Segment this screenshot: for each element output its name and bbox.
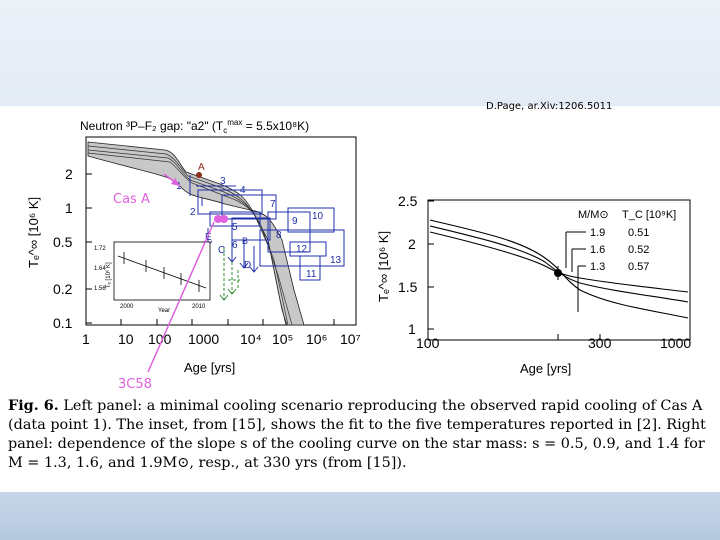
right-panel: 2.5 2 1.5 1 Tₑ^∞ [10⁶ K] 100 300 1000 Ag… [376, 193, 691, 376]
threec58-marker [220, 215, 228, 223]
right-y-ticks: 2.5 2 1.5 1 [398, 193, 434, 337]
data-point-label: C [218, 245, 225, 256]
cooling-curve [87, 152, 293, 326]
data-point-label: 6 [232, 240, 238, 251]
data-point-label: 4 [240, 185, 246, 196]
right-y-tick-label: 1 [408, 321, 416, 337]
inset-x-tick-label: 2000 [120, 304, 134, 310]
citation-text: D.Page, ar.Xiv:1206.5011 [486, 101, 613, 112]
threec58-arrow [147, 221, 215, 373]
cas-a-annotation: Cas A [113, 192, 150, 207]
data-point-label: 9 [292, 216, 298, 227]
left-x-tick-label: 1 [82, 331, 90, 347]
right-x-ticks: 100 300 1000 [416, 334, 691, 351]
slide-footer-band [0, 492, 720, 540]
right-legend: M/M⊙ T_C [10⁹K] 1.9 0.51 1.6 0.52 1.3 0.… [565, 209, 676, 312]
data-box [299, 255, 321, 281]
data-point-label: 1 [176, 181, 182, 192]
data-point-label: 5 [232, 222, 238, 233]
left-y-axis-label: Tₑ^∞ [10⁶ K] [26, 197, 41, 268]
data-point-label: 11 [306, 269, 317, 280]
data-point-label: E [205, 232, 212, 243]
legend-tc: 0.57 [628, 261, 649, 273]
right-y-tick-label: 2.5 [398, 193, 418, 209]
data-box [197, 189, 263, 215]
left-x-tick-label: 10⁴ [240, 331, 262, 347]
right-plot-frame [427, 199, 691, 341]
right-y-tick-label: 2 [408, 236, 416, 252]
left-y-tick-label: 0.1 [53, 315, 73, 331]
inset-x-tick-label: 2010 [192, 304, 206, 310]
legend-header-mass: M/M⊙ [578, 209, 609, 221]
threec58-annotation: 3C58 [118, 377, 152, 392]
left-x-tick-label: 1000 [188, 331, 219, 347]
left-x-tick-label: 10⁷ [340, 331, 361, 347]
right-x-tick-label: 100 [416, 335, 440, 351]
data-point-label: B [242, 236, 248, 246]
data-point-label: 13 [330, 255, 342, 266]
legend-tc: 0.52 [628, 244, 649, 256]
data-box [221, 194, 277, 220]
data-box [231, 217, 271, 241]
legend-mass: 1.6 [590, 244, 605, 256]
inset-y-tick-label: 1.64 [94, 266, 106, 272]
legend-mass: 1.3 [590, 261, 605, 273]
figure-caption: Fig. 6. Left panel: a minimal cooling sc… [8, 396, 712, 473]
left-x-tick-label: 10⁶ [306, 331, 327, 347]
upper-limits [203, 228, 259, 273]
right-x-tick-label: 300 [588, 335, 612, 351]
left-y-tick-label: 2 [65, 166, 73, 182]
caption-lead: Fig. 6. [8, 397, 59, 414]
left-y-tick-label: 1 [65, 200, 73, 216]
left-plot-frame [85, 136, 357, 326]
cas-a-arrowhead [171, 178, 180, 186]
legend-mass: 1.9 [590, 227, 605, 239]
data-points [189, 175, 345, 281]
right-y-tick-label: 1.5 [398, 279, 418, 295]
left-panel-title: Neutron ³P–F₂ gap: "a2" (Tcmax = 5.5x10⁸… [80, 118, 309, 135]
data-point-a-marker [196, 172, 202, 178]
green-upper-limits [219, 248, 240, 301]
left-x-axis-label: Age [yrs] [184, 360, 235, 375]
data-point-label: 12 [296, 244, 308, 255]
left-x-ticks: 1 10 100 1000 10⁴ 10⁵ 10⁶ 10⁷ [82, 319, 361, 347]
inset-error-bars [123, 252, 200, 292]
inset-frame [113, 241, 211, 301]
left-y-ticks: 2 1 0.5 0.2 0.1 [53, 166, 92, 331]
data-point-label: 8 [276, 230, 282, 241]
left-x-tick-label: 10⁵ [272, 331, 293, 347]
threec58-marker [214, 215, 222, 223]
inset-y-tick-label: 1.56 [94, 286, 106, 292]
right-x-tick-label: 1000 [660, 335, 691, 351]
data-point-label: D [244, 260, 251, 271]
right-y-axis-label: Tₑ^∞ [10⁶ K] [376, 231, 391, 302]
caption-text: Left panel: a minimal cooling scenario r… [8, 398, 706, 471]
left-x-tick-label: 100 [148, 331, 172, 347]
left-y-tick-label: 0.2 [53, 281, 73, 297]
figure: Neutron ³P–F₂ gap: "a2" (Tcmax = 5.5x10⁸… [26, 118, 691, 392]
data-point-label: 2 [190, 207, 196, 218]
left-y-tick-label: 0.5 [53, 234, 73, 250]
data-point-label: A [198, 162, 205, 173]
data-box [287, 207, 335, 233]
right-x-axis-label: Age [yrs] [520, 361, 571, 376]
data-box [259, 229, 345, 267]
data-box [209, 211, 261, 227]
slide-header-band [0, 0, 720, 106]
data-point-label: 10 [312, 211, 324, 222]
data-point-label: 3 [220, 176, 226, 187]
inset-fit-line [117, 255, 207, 289]
inset-y-axis-label: Tₑ [10⁶ K] [105, 262, 112, 288]
left-x-tick-label: 10 [118, 331, 134, 347]
inset-y-tick-label: 1.72 [94, 246, 106, 252]
legend-header-tc: T_C [10⁹K] [622, 209, 676, 221]
inset-plot: 1.72 1.64 1.56 Tₑ [10⁶ K] 2000 2010 Year [94, 241, 211, 314]
inset-x-axis-label: Year [158, 308, 170, 314]
left-panel: Neutron ³P–F₂ gap: "a2" (Tcmax = 5.5x10⁸… [26, 118, 361, 392]
data-point-label: 7 [270, 199, 276, 210]
legend-tc: 0.51 [628, 227, 649, 239]
